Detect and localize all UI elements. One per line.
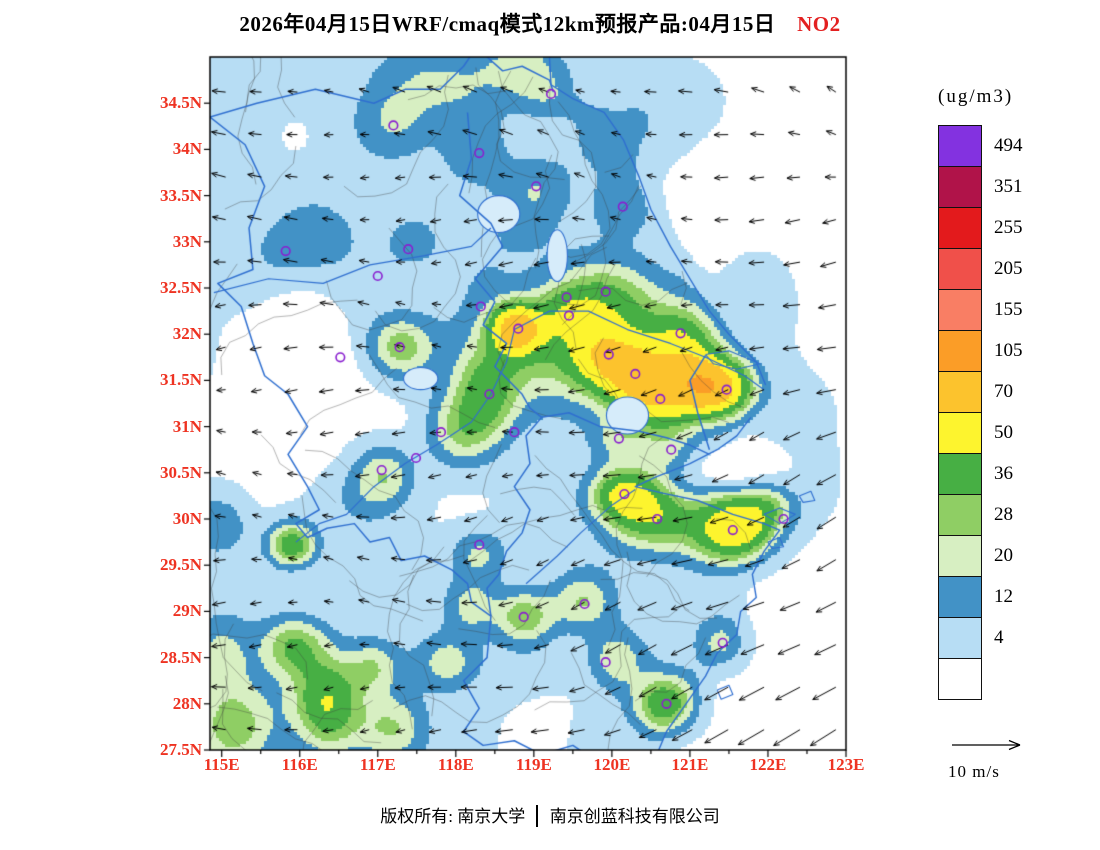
copyright-right-text: 南京创蓝科技有限公司 bbox=[549, 807, 720, 826]
colorbar-box bbox=[938, 289, 982, 331]
pollutant-label: NO2 bbox=[797, 12, 841, 36]
copyright: 版权所有: 南京大学 南京创蓝科技有限公司 bbox=[0, 802, 1100, 827]
colorbar-label: 494 bbox=[994, 135, 1023, 156]
map-canvas bbox=[190, 40, 866, 766]
colorbar-box bbox=[938, 576, 982, 618]
colorbar-label: 70 bbox=[994, 381, 1013, 402]
colorbar-box bbox=[938, 494, 982, 536]
colorbar-label: 20 bbox=[994, 545, 1013, 566]
colorbar-box bbox=[938, 412, 982, 454]
colorbar-label: 12 bbox=[994, 586, 1013, 607]
copyright-divider bbox=[536, 805, 539, 827]
colorbar-box bbox=[938, 207, 982, 249]
colorbar-label: 4 bbox=[994, 627, 1004, 648]
colorbar-box bbox=[938, 248, 982, 290]
colorbar-label: 105 bbox=[994, 340, 1023, 361]
wind-ref-arrow bbox=[952, 739, 1021, 751]
wind-ref-label: 10 m/s bbox=[948, 762, 1000, 781]
colorbar-box bbox=[938, 658, 982, 700]
wind-reference: 10 m/s bbox=[948, 735, 1038, 782]
colorbar-box bbox=[938, 453, 982, 495]
colorbar-box bbox=[938, 535, 982, 577]
copyright-left-text: 版权所有: 南京大学 bbox=[380, 807, 526, 826]
colorbar-box bbox=[938, 617, 982, 659]
colorbar-title: (ug/m3) bbox=[938, 86, 1014, 107]
colorbar-label: 255 bbox=[994, 217, 1023, 238]
colorbar-label: 50 bbox=[994, 422, 1013, 443]
colorbar: (ug/m3) 494 351 255 205 155 105 70 50 36 28 20 12 4 bbox=[936, 86, 1096, 700]
colorbar-box bbox=[938, 125, 982, 167]
colorbar-label: 28 bbox=[994, 504, 1013, 525]
colorbar-label: 36 bbox=[994, 463, 1013, 484]
page-title: 2026年04月15日WRF/cmaq模式12km预报产品:04月15日 NO2 bbox=[140, 8, 940, 38]
colorbar-box bbox=[938, 371, 982, 413]
title-text: 2026年04月15日WRF/cmaq模式12km预报产品:04月15日 bbox=[239, 12, 776, 36]
colorbar-label: 155 bbox=[994, 299, 1023, 320]
colorbar-label: 205 bbox=[994, 258, 1023, 279]
colorbar-label: 351 bbox=[994, 176, 1023, 197]
colorbar-boxes: 494 351 255 205 155 105 70 50 36 28 20 12 4 bbox=[938, 125, 1058, 700]
colorbar-box bbox=[938, 166, 982, 208]
colorbar-box bbox=[938, 330, 982, 372]
